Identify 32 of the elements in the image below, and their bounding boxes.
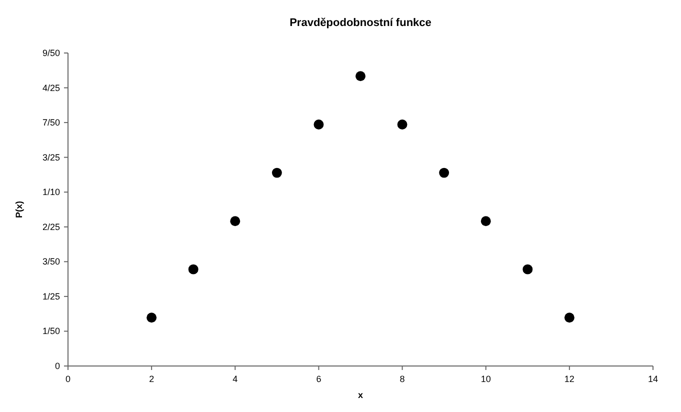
y-tick-label: 7/50 xyxy=(42,118,60,128)
x-tick-label: 6 xyxy=(316,374,322,384)
point xyxy=(230,216,240,226)
point xyxy=(564,312,574,323)
point xyxy=(146,312,157,323)
x-axis-title: x xyxy=(358,390,364,400)
point xyxy=(272,168,282,178)
y-tick-label: 3/25 xyxy=(42,152,60,162)
x-tick-label: 14 xyxy=(648,374,658,384)
point xyxy=(188,264,198,274)
x-tick-label: 0 xyxy=(65,374,71,384)
point xyxy=(397,119,408,130)
x-tick-label: 12 xyxy=(564,374,574,384)
x-tick-label: 8 xyxy=(400,374,405,384)
y-tick-label: 1/25 xyxy=(42,291,60,302)
point xyxy=(439,168,450,178)
y-tick-label: 4/25 xyxy=(42,82,60,93)
chart-title: Pravděpodobnostní funkce xyxy=(290,17,432,29)
point xyxy=(314,119,324,130)
y-axis-title: P(x) xyxy=(14,200,24,218)
y-tick-label: 9/50 xyxy=(42,48,60,58)
point xyxy=(522,264,533,274)
y-tick-label: 1/10 xyxy=(42,187,60,198)
y-tick-label: 1/50 xyxy=(42,326,60,336)
x-tick-label: 2 xyxy=(149,374,154,384)
x-tick-label: 10 xyxy=(480,374,491,384)
point xyxy=(356,71,366,82)
point xyxy=(480,216,491,226)
x-tick-label: 4 xyxy=(232,374,238,384)
y-tick-label: 2/25 xyxy=(42,222,60,232)
y-tick-label: 3/50 xyxy=(42,256,60,267)
y-tick-label: 0 xyxy=(54,361,60,371)
